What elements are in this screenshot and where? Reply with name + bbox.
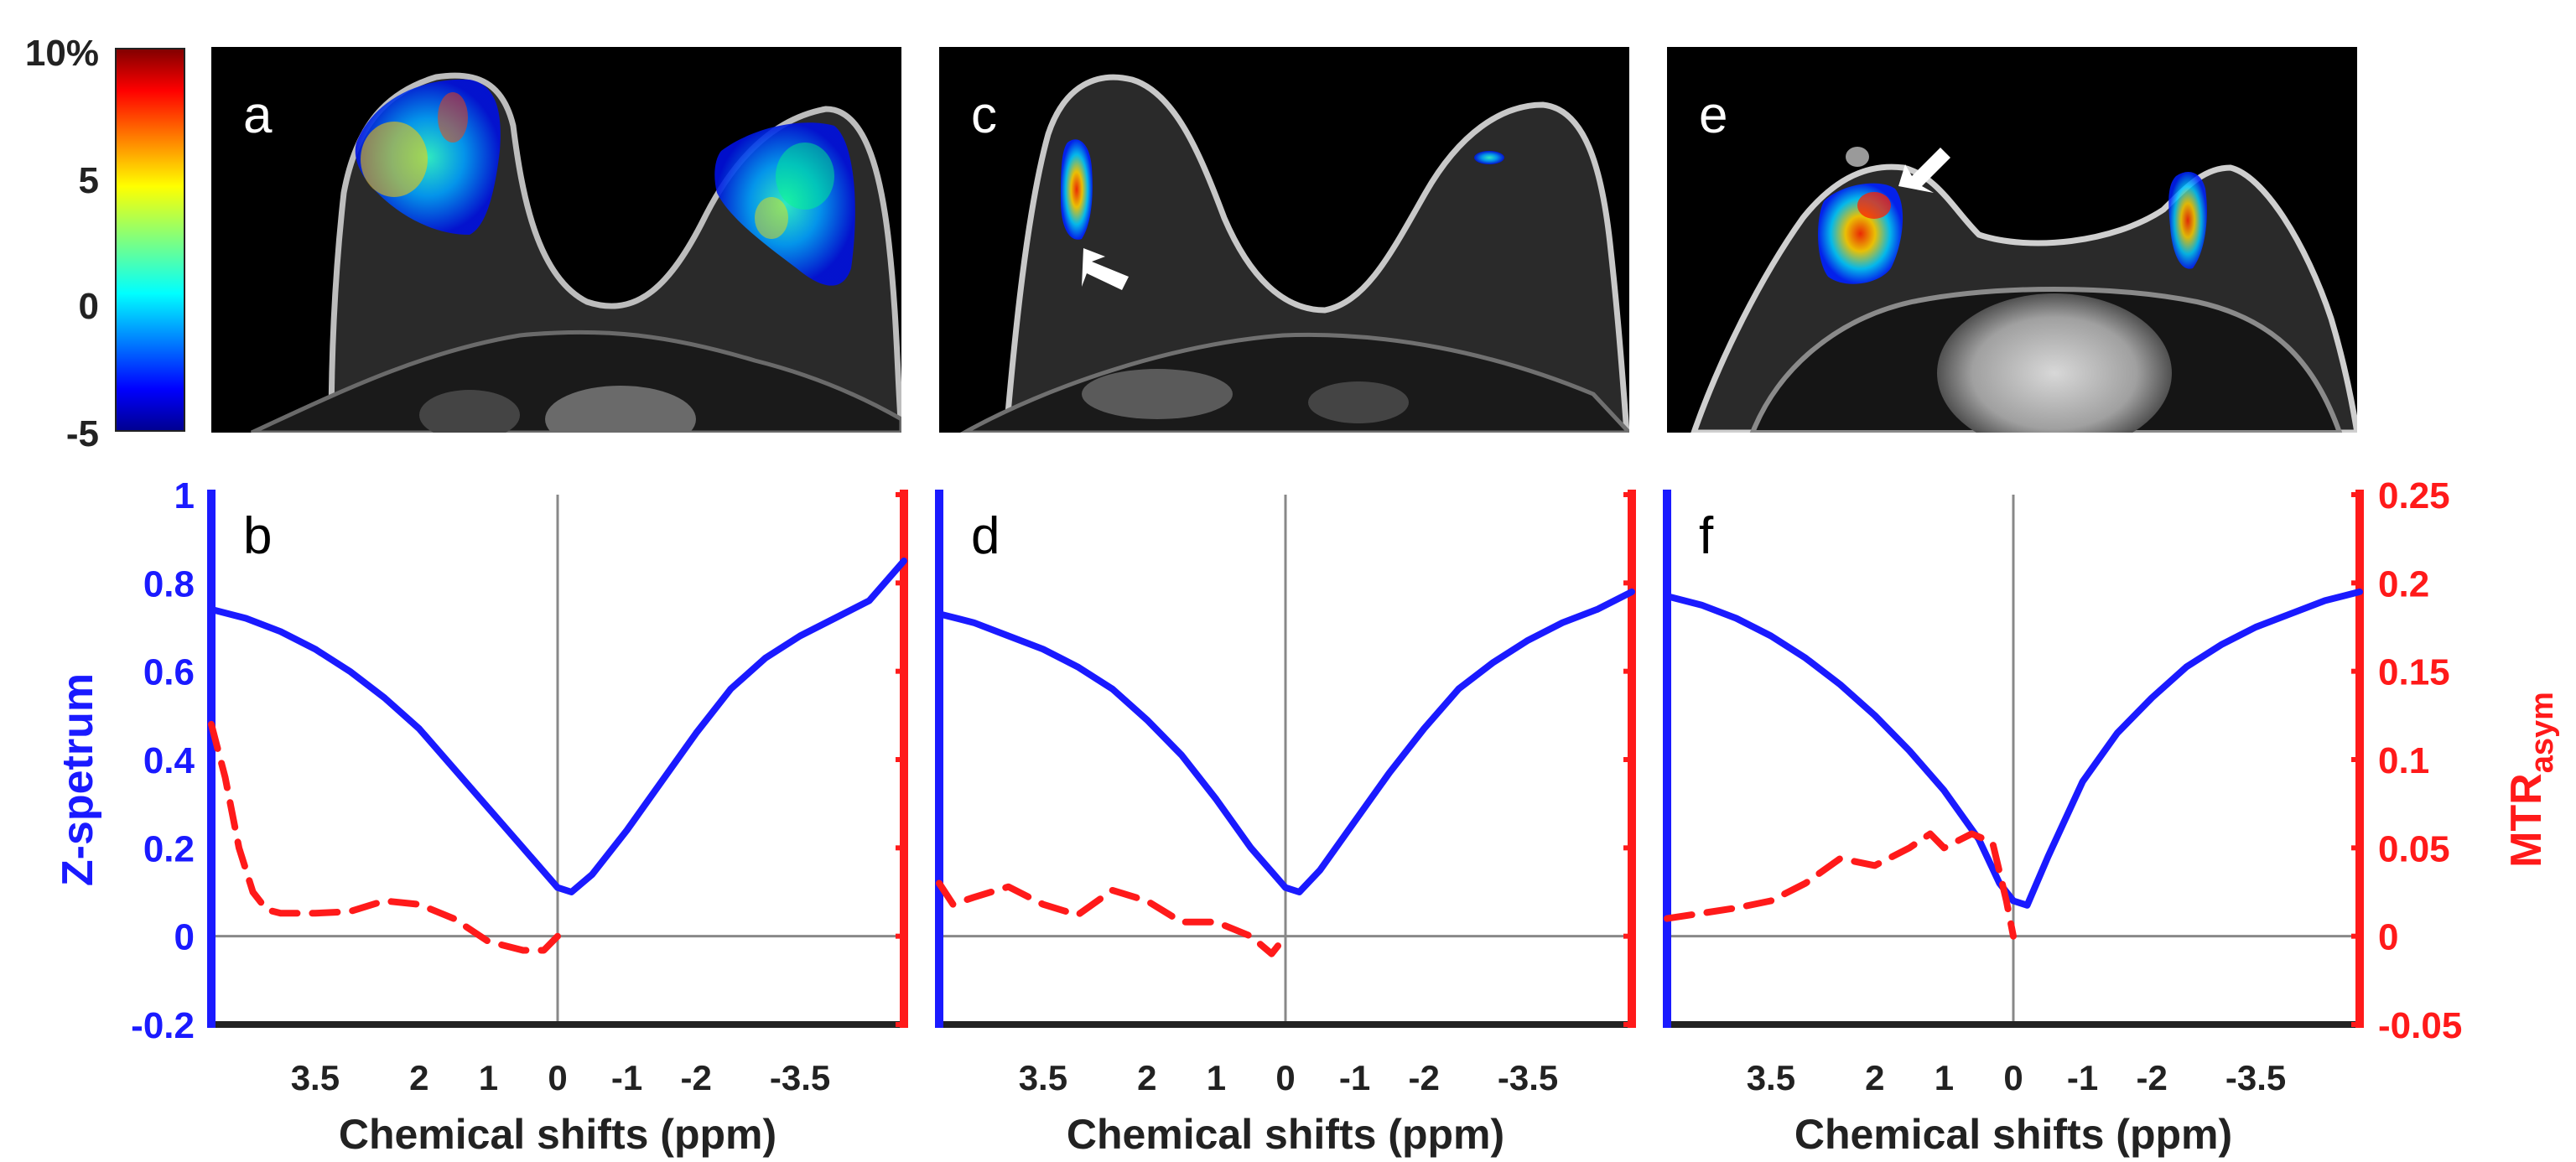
mri-panel-e: e (1667, 47, 2357, 433)
arrow-icon-e (1898, 148, 1950, 193)
x-tick-label: -1 (611, 1058, 642, 1097)
y-left-tick-label: 0.2 (143, 828, 195, 869)
y-left-tick-label: 0.6 (143, 652, 195, 693)
x-tick-label: -3.5 (1498, 1058, 1558, 1097)
x-tick-label: 2 (1865, 1058, 1884, 1097)
panel-letter-c: c (971, 86, 997, 144)
y-right-tick-label: 0 (2378, 917, 2398, 958)
panel-letter-d: d (971, 507, 1000, 565)
colorbar-tick-5: 5 (79, 160, 99, 201)
x-tick-label: 1 (1935, 1058, 1954, 1097)
mtrasym-line (1664, 830, 2017, 940)
z-spectrum-line (208, 558, 907, 895)
x-tick-label: 0 (1275, 1058, 1295, 1097)
y-axis-left-label: Z-spetrum (54, 673, 102, 886)
mri-panel-a: a (211, 47, 901, 433)
mtrasym-line (208, 720, 561, 954)
x-axis-label: Chemical shifts (ppm) (339, 1111, 776, 1158)
y-left-tick-label: -0.2 (131, 1005, 195, 1046)
panel-letter-e: e (1699, 86, 1727, 144)
plot-f: f 3.5 2 1 0 -1 -2 -3.5 Chemical shifts (ppm) (1663, 490, 2364, 1158)
x-tick-label: 0 (2003, 1058, 2023, 1097)
x-axis-label: Chemical shifts (ppm) (1794, 1111, 2232, 1158)
y-left-tick-label: 0 (174, 917, 195, 958)
plot-b: b 3.5 2 1 0 -1 -2 -3.5 Chemical shifts (ppm) (207, 490, 908, 1158)
x-tick-label: -3.5 (770, 1058, 830, 1097)
x-tick-label: -2 (1409, 1058, 1440, 1097)
x-tick-label: 2 (1137, 1058, 1156, 1097)
panel-letter-a: a (243, 86, 273, 144)
x-tick-label: -1 (2067, 1058, 2098, 1097)
x-tick-label: -2 (681, 1058, 712, 1097)
plot-d: d 3.5 2 1 0 -1 -2 -3.5 Chemical shifts (ppm) (935, 490, 1636, 1158)
y-left-tick-label: 1 (174, 475, 195, 516)
y-right-tick-label: 0.1 (2378, 740, 2429, 781)
colorbar-tick-neg5: -5 (66, 413, 99, 454)
colorbar-tick-0: 0 (79, 286, 99, 327)
y-axis-right-label-subscript: asym (2525, 692, 2560, 773)
y-axis-right-label: MTRasym (2502, 692, 2560, 868)
y-axis-left-ticks: 1 0.8 0.6 0.4 0.2 0 -0.2 (131, 475, 195, 1046)
colorbar-gradient (115, 48, 185, 432)
x-tick-label: -3.5 (2225, 1058, 2286, 1097)
y-right-tick-label: -0.05 (2378, 1005, 2462, 1046)
colorbar: 10% 5 0 -5 (25, 33, 185, 454)
y-left-tick-label: 0.8 (143, 563, 195, 604)
y-axis-right-ticks: 0.25 0.2 0.15 0.1 0.05 0 -0.05 (2378, 475, 2462, 1046)
colorbar-tick-10: 10% (25, 33, 99, 74)
x-tick-label: 3.5 (1019, 1058, 1067, 1097)
x-tick-label: 3.5 (1747, 1058, 1795, 1097)
y-right-tick-label: 0.25 (2378, 475, 2450, 516)
mtrasym-line (936, 879, 1289, 957)
x-tick-label: 1 (1207, 1058, 1226, 1097)
y-right-tick-label: 0.2 (2378, 563, 2429, 604)
z-spectrum-line (936, 588, 1635, 895)
y-right-tick-label: 0.15 (2378, 652, 2450, 693)
panel-letter-b: b (243, 507, 272, 565)
x-tick-label: 2 (409, 1058, 428, 1097)
x-tick-label: 3.5 (291, 1058, 340, 1097)
x-tick-label: -2 (2137, 1058, 2168, 1097)
arrow-icon-c (1082, 248, 1129, 290)
y-right-tick-label: 0.05 (2378, 828, 2450, 869)
x-tick-label: 0 (548, 1058, 567, 1097)
z-spectrum-line (1664, 588, 2363, 909)
mri-panel-c: c (939, 47, 1629, 433)
x-axis-label: Chemical shifts (ppm) (1067, 1111, 1504, 1158)
y-left-tick-label: 0.4 (143, 740, 195, 781)
x-tick-label: -1 (1339, 1058, 1370, 1097)
x-tick-label: 1 (479, 1058, 498, 1097)
panel-letter-f: f (1699, 507, 1714, 565)
